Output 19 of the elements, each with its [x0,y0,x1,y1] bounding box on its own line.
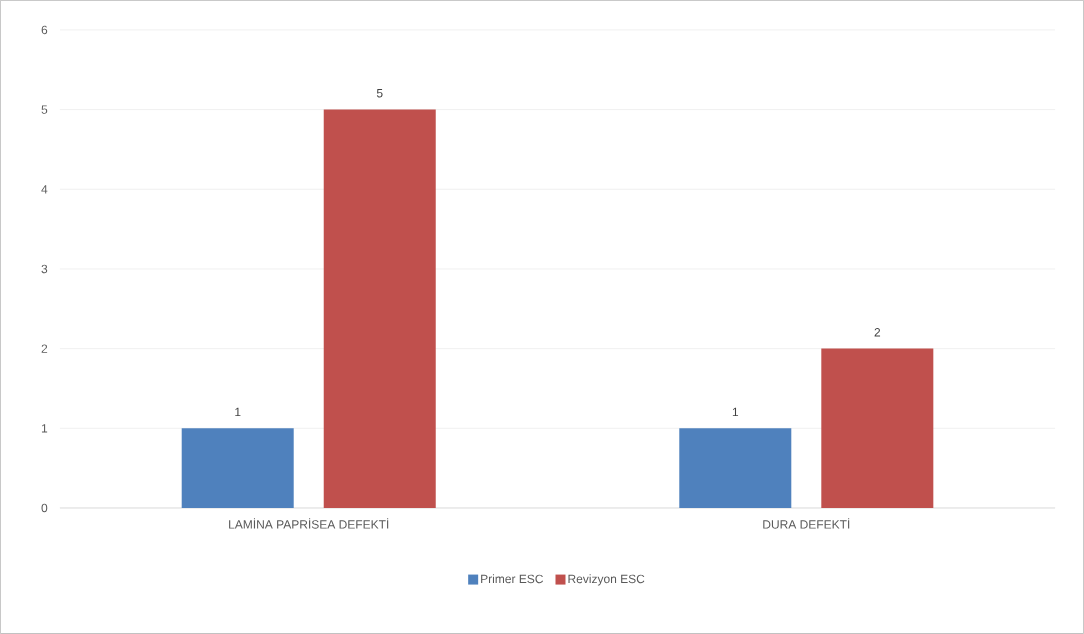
y-tick-label: 3 [41,264,48,274]
x-tick-label: LAMİNA PAPRİSEA DEFEKTİ [229,518,389,529]
y-tick-label: 0 [41,503,48,513]
data-label: 5 [376,89,383,98]
y-tick-label: 6 [41,25,48,35]
bar [821,348,934,509]
data-label: 1 [235,407,241,417]
bar [181,428,294,509]
bar [323,109,436,509]
data-label: 1 [732,407,739,417]
y-tick-label: 4 [41,185,48,194]
y-tick-label: 2 [41,344,48,353]
x-tick-label: DURA DEFEKTİ [763,518,850,529]
legend-label: Revizyon ESC [568,574,645,586]
y-tick-label: 5 [41,105,48,114]
data-label: 2 [874,328,881,337]
y-tick-label: 1 [41,424,48,433]
legend-label: Primer ESC [481,574,544,584]
bar [679,428,792,509]
